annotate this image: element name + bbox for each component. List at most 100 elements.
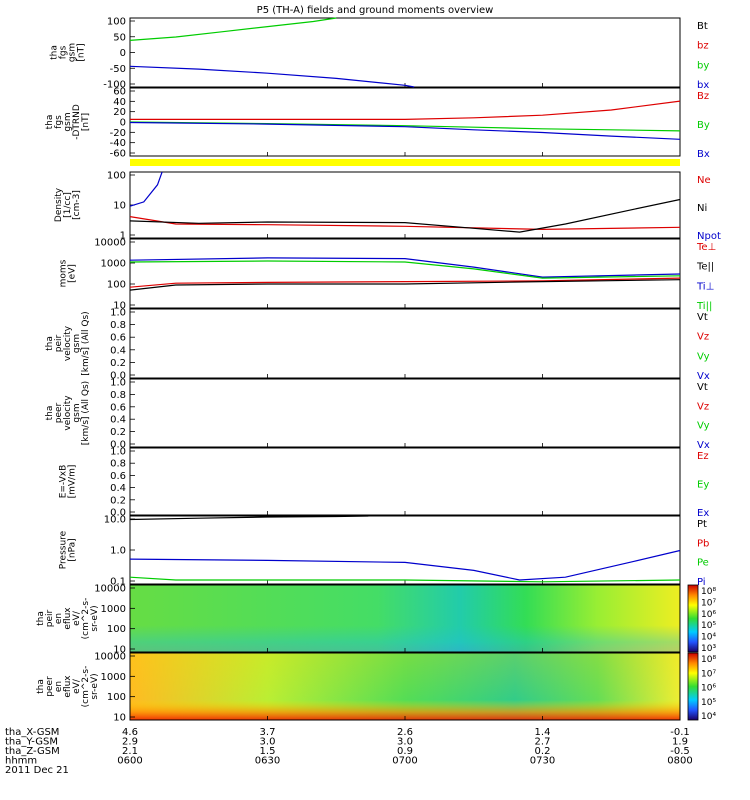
- y-axis-label-line: (cm^2-s-: [81, 666, 91, 708]
- legend-entry: Vx: [697, 440, 710, 451]
- y-tick-label: 60: [113, 87, 126, 98]
- colorbar-label: 10⁷: [701, 669, 716, 679]
- y-tick-label: 1000: [101, 259, 126, 270]
- y-tick-label: 0.1: [110, 577, 126, 588]
- footer-value: 2.7: [535, 737, 551, 748]
- colorbar: [687, 584, 699, 653]
- colorbar-label: 10⁸: [701, 587, 716, 597]
- y-axis-label: thapeervelocitygsm[km/s] (All Qs): [45, 381, 91, 445]
- y-tick-label: 0.6: [110, 402, 126, 413]
- legend-entry: Ey: [697, 480, 709, 491]
- y-axis-label-line: gsm: [68, 43, 78, 62]
- panel-frame: [129, 447, 681, 516]
- y-axis-label-line: eflux: [63, 607, 73, 630]
- y-axis-label: moms[eV]: [59, 259, 78, 287]
- y-axis-label-line: -DTRND: [72, 104, 82, 140]
- legend-entry: Bz: [697, 91, 709, 102]
- y-tick-label: 10: [113, 201, 126, 212]
- y-axis-label-line: moms: [59, 259, 69, 287]
- y-axis-label-line: tha: [36, 611, 46, 626]
- series-line-bx: [129, 65, 415, 88]
- y-axis-label-line: (cm^2-s-: [81, 598, 91, 640]
- y-axis-label-line: eV/: [72, 610, 82, 626]
- colorbar-label: 10³: [701, 644, 716, 654]
- y-tick-label: 1.0: [110, 378, 126, 389]
- y-tick-label: 0.2: [110, 427, 126, 438]
- y-axis-label-line: gsm: [72, 403, 82, 422]
- y-axis-label-line: Density: [54, 187, 64, 222]
- y-axis-label-line: [eV]: [68, 264, 78, 283]
- series-line-Bx: [129, 121, 681, 140]
- y-tick-label: 0.2: [110, 358, 126, 369]
- legend-entry: by: [697, 60, 709, 71]
- legend-entry: Ti⊥: [696, 281, 714, 292]
- panel-frame: [129, 238, 681, 309]
- y-axis-label-line: [cm-3]: [72, 190, 82, 220]
- footer-value: 2.6: [397, 727, 413, 738]
- colorbar-label: 10⁶: [701, 684, 716, 694]
- legend-entry: By: [697, 120, 710, 131]
- panel-peer-eflux: 10⁸ 10⁷ 10⁶ 10⁵ 10⁴ 10000 1000 100 10 thapeerenef…: [36, 652, 716, 724]
- y-axis-label-line: en: [54, 613, 64, 624]
- series-line-Pi: [129, 549, 681, 581]
- status-bar: [130, 159, 680, 166]
- footer-value: 0800: [667, 756, 692, 767]
- panel-frame: [129, 378, 681, 448]
- y-axis-label-line: [km/s] (All Qs): [81, 311, 91, 375]
- panel-peer-velocity: 1.00.80.6 0.40.2 0.0 thapeervelocitygsm[km/…: [45, 378, 710, 452]
- y-axis-label-line: fgs: [59, 45, 69, 59]
- y-axis-label-line: velocity: [63, 395, 73, 431]
- y-axis-label: Pressure[nPa]: [59, 530, 78, 569]
- y-tick-label: 0.8: [110, 320, 126, 331]
- y-axis-label-line: eflux: [63, 675, 73, 698]
- y-axis-label-line: en: [54, 681, 64, 692]
- y-axis-label-line: tha: [36, 679, 46, 694]
- legend-entry: Bt: [697, 21, 708, 32]
- series-line-Bz: [130, 100, 681, 121]
- series-line-Ni: [129, 198, 681, 233]
- y-tick-label: 0.4: [110, 483, 126, 494]
- footer-value: -0.5: [670, 746, 690, 757]
- legend-entry: bx: [697, 80, 709, 91]
- y-tick-label: 0.0: [110, 440, 126, 451]
- colorbar-label: 10⁷: [701, 598, 716, 608]
- panel-frame: [129, 515, 681, 585]
- y-tick-label: 1.0: [110, 308, 126, 319]
- footer-row-label: hhmm: [5, 756, 37, 767]
- y-axis-label-line: tha: [50, 45, 60, 60]
- y-tick-label: 1.0: [110, 447, 126, 458]
- footer-value: 1.4: [535, 727, 551, 738]
- panels-group: 100500-50-100thafgsgsm[nT]Btbzbybx604020…: [36, 17, 721, 724]
- colorbar-label: 10⁶: [701, 610, 716, 620]
- y-tick-label: 50: [113, 32, 126, 43]
- series-line-Te: [129, 279, 681, 291]
- legend-entry: Ez: [697, 451, 709, 462]
- y-axis-label-line: [nPa]: [68, 538, 78, 561]
- y-tick-label: 0.0: [110, 371, 126, 382]
- footer-value: 3.7: [260, 727, 276, 738]
- footer-value: 4.6: [122, 727, 138, 738]
- colorbar-label: 10⁵: [701, 698, 716, 708]
- panel-peir-eflux: 10⁸10⁷10⁶10⁵10⁴10³10000100010010thapeire…: [36, 584, 716, 656]
- y-axis-label-line: velocity: [63, 325, 73, 361]
- y-axis-label-line: peer: [54, 402, 64, 423]
- footer-value: 2.9: [122, 737, 138, 748]
- y-tick-label: -50: [110, 64, 126, 75]
- y-axis-label-line: peir: [45, 609, 55, 627]
- legend-entry: Vz: [697, 401, 709, 412]
- legend-entry: Ne: [697, 175, 711, 186]
- series-line-Ti: [129, 257, 681, 278]
- y-tick-label: 0.8: [110, 390, 126, 401]
- y-axis-label-line: gsm: [63, 112, 73, 131]
- footer-row-label: tha_Z-GSM: [5, 746, 60, 757]
- y-tick-label: 0: [120, 48, 126, 59]
- y-axis-label-line: [1/cc]: [63, 192, 73, 218]
- y-axis-label-line: Pressure: [59, 530, 69, 569]
- legend-entry: Vy: [697, 351, 710, 362]
- legend-entry: Ex: [697, 508, 709, 519]
- series-line-Pe: [129, 576, 681, 583]
- legend-entry: Pt: [697, 519, 707, 530]
- colorbar: [687, 652, 699, 721]
- y-axis-label-line: sr-eV): [90, 673, 100, 699]
- y-tick-label: 10.0: [104, 515, 126, 526]
